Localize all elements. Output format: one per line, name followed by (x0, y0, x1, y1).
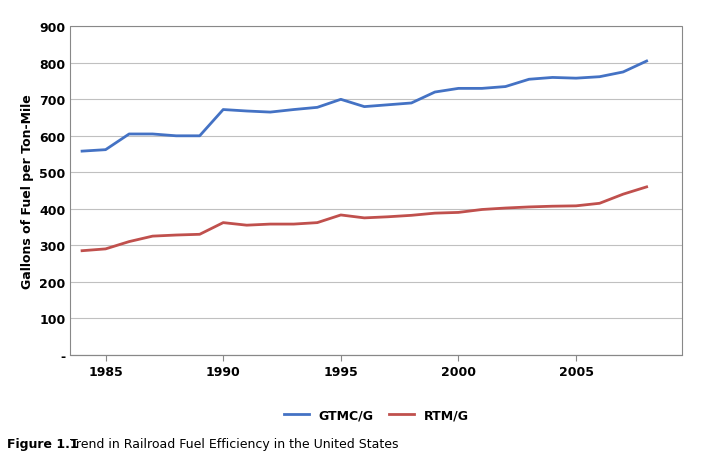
RTM/G (478, 207, 486, 213)
RTM/G (266, 222, 274, 228)
GTMC/G (595, 75, 604, 80)
Line: RTM/G: RTM/G (82, 187, 647, 251)
RTM/G (172, 233, 181, 238)
GTMC/G (266, 110, 274, 116)
Bar (70, 27, 682, 355)
RTM/G (313, 220, 321, 226)
GTMC/G (313, 106, 321, 111)
GTMC/G (290, 107, 298, 113)
Text: Trend in Railroad Fuel Efficiency in the United States: Trend in Railroad Fuel Efficiency in the… (62, 437, 399, 450)
GTMC/G (643, 59, 651, 65)
RTM/G (384, 215, 392, 220)
RTM/G (407, 213, 415, 218)
RTM/G (78, 248, 86, 254)
RTM/G (572, 204, 580, 209)
GTMC/G (101, 147, 110, 153)
GTMC/G (125, 132, 134, 137)
RTM/G (125, 239, 134, 245)
GTMC/G (243, 109, 251, 115)
GTMC/G (148, 132, 157, 137)
RTM/G (360, 216, 368, 221)
RTM/G (148, 234, 157, 239)
RTM/G (619, 192, 627, 197)
RTM/G (431, 211, 439, 217)
RTM/G (643, 185, 651, 190)
RTM/G (219, 220, 227, 226)
RTM/G (524, 205, 533, 210)
GTMC/G (219, 107, 227, 113)
GTMC/G (337, 97, 345, 103)
RTM/G (243, 223, 251, 228)
GTMC/G (172, 134, 181, 139)
RTM/G (195, 232, 204, 238)
GTMC/G (78, 149, 86, 155)
GTMC/G (619, 70, 627, 76)
Legend: GTMC/G, RTM/G: GTMC/G, RTM/G (278, 404, 474, 427)
GTMC/G (431, 90, 439, 96)
GTMC/G (360, 105, 368, 110)
GTMC/G (524, 77, 533, 83)
GTMC/G (548, 76, 557, 81)
GTMC/G (195, 134, 204, 139)
GTMC/G (407, 101, 415, 106)
Line: GTMC/G: GTMC/G (82, 62, 647, 152)
GTMC/G (501, 85, 510, 90)
Text: Figure 1.1: Figure 1.1 (7, 437, 79, 450)
RTM/G (595, 201, 604, 207)
GTMC/G (454, 86, 463, 92)
RTM/G (337, 213, 345, 218)
GTMC/G (478, 86, 486, 92)
RTM/G (101, 247, 110, 252)
GTMC/G (384, 103, 392, 108)
RTM/G (548, 204, 557, 209)
RTM/G (501, 206, 510, 211)
Y-axis label: Gallons of Fuel per Ton-Mile: Gallons of Fuel per Ton-Mile (20, 94, 34, 288)
GTMC/G (572, 76, 580, 82)
RTM/G (454, 210, 463, 216)
RTM/G (290, 222, 298, 228)
